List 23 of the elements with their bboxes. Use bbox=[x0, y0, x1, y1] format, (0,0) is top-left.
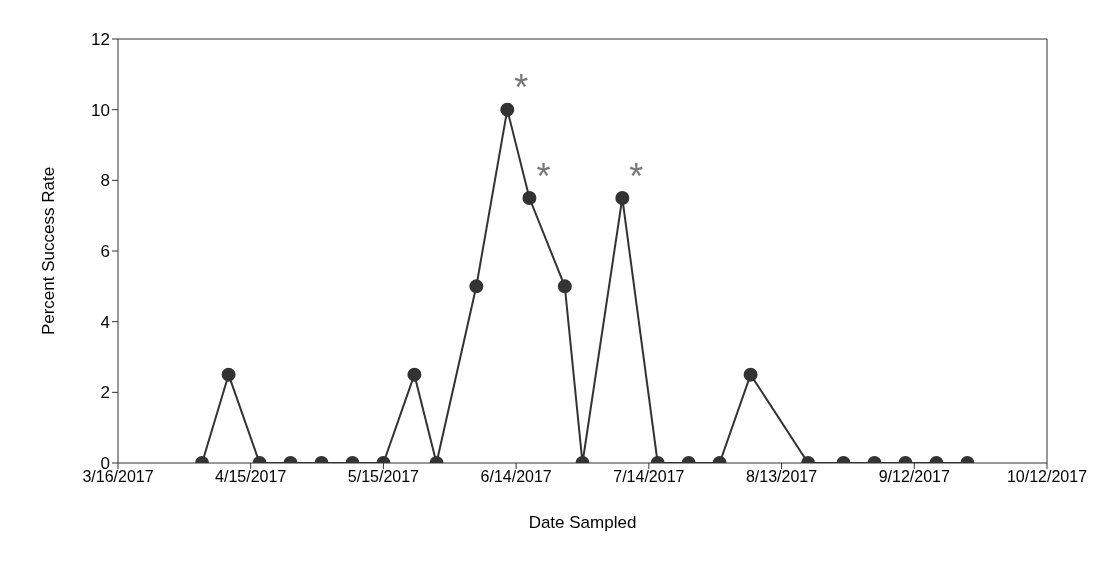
point bbox=[557, 279, 572, 294]
asterisk: * bbox=[629, 155, 644, 197]
y-tick-label: 8 bbox=[100, 171, 110, 191]
x-tick-label: 5/15/2017 bbox=[347, 468, 420, 486]
x-tick-label: 7/14/2017 bbox=[613, 468, 685, 486]
y-axis-title: Percent Success Rate bbox=[39, 166, 59, 336]
point bbox=[615, 191, 630, 205]
y-tick-label: 2 bbox=[100, 383, 110, 403]
y-tick-label: 12 bbox=[91, 30, 110, 50]
asterisk: * bbox=[514, 67, 529, 109]
x-axis-title: Date Sampled bbox=[528, 513, 637, 532]
x-tick-label: 8/13/2017 bbox=[745, 468, 818, 486]
point bbox=[469, 279, 484, 294]
y-tick-label: 4 bbox=[100, 312, 110, 332]
point bbox=[500, 102, 515, 117]
y-tick-label: 6 bbox=[100, 242, 110, 262]
x-tick-label: 9/12/2017 bbox=[878, 468, 950, 486]
asterisk: * bbox=[536, 155, 551, 197]
point bbox=[522, 191, 537, 205]
x-tick-label: 6/14/2017 bbox=[480, 468, 552, 486]
x-tick-label: 10/12/2017 bbox=[1006, 468, 1088, 486]
y-tick-label: 10 bbox=[91, 100, 110, 120]
x-tick-label: 4/15/2017 bbox=[215, 468, 287, 486]
